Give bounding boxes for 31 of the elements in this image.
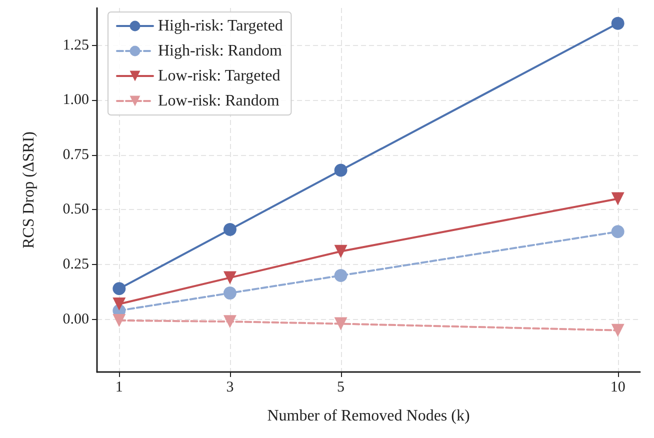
x-tick-label: 10: [610, 380, 626, 396]
legend-label: Low-risk: Targeted: [158, 68, 280, 84]
y-axis-title: RCS Drop (ΔSRI): [20, 132, 38, 248]
point: [334, 269, 348, 282]
point: [223, 222, 236, 236]
point: [223, 271, 236, 284]
point: [112, 282, 126, 296]
x-tick-label: 1: [115, 380, 123, 396]
point: [611, 192, 624, 206]
y-tick-label: 0.25: [62, 256, 89, 273]
point: [334, 244, 348, 258]
point: [611, 324, 624, 337]
x-tick-label: 3: [226, 380, 234, 396]
x-tick-label: 5: [337, 380, 345, 396]
point: [112, 298, 126, 311]
y-tick-label: 1.25: [62, 37, 89, 54]
point: [334, 317, 348, 330]
legend-label: Low-risk: Random: [158, 92, 280, 110]
point: [611, 225, 624, 238]
y-tick-label: 1.00: [62, 92, 89, 108]
legend-label: High-risk: Random: [158, 42, 283, 60]
point: [223, 315, 236, 328]
y-tick-label: 0.00: [62, 311, 89, 328]
point: [611, 16, 624, 30]
x-axis-title: Number of Removed Nodes (k): [267, 408, 470, 424]
legend-label: High-risk: Targeted: [158, 18, 283, 34]
point: [112, 314, 126, 327]
point: [223, 286, 236, 300]
point: [334, 164, 348, 177]
y-tick-label: 0.75: [62, 146, 89, 163]
y-tick-label: 0.50: [62, 202, 89, 218]
